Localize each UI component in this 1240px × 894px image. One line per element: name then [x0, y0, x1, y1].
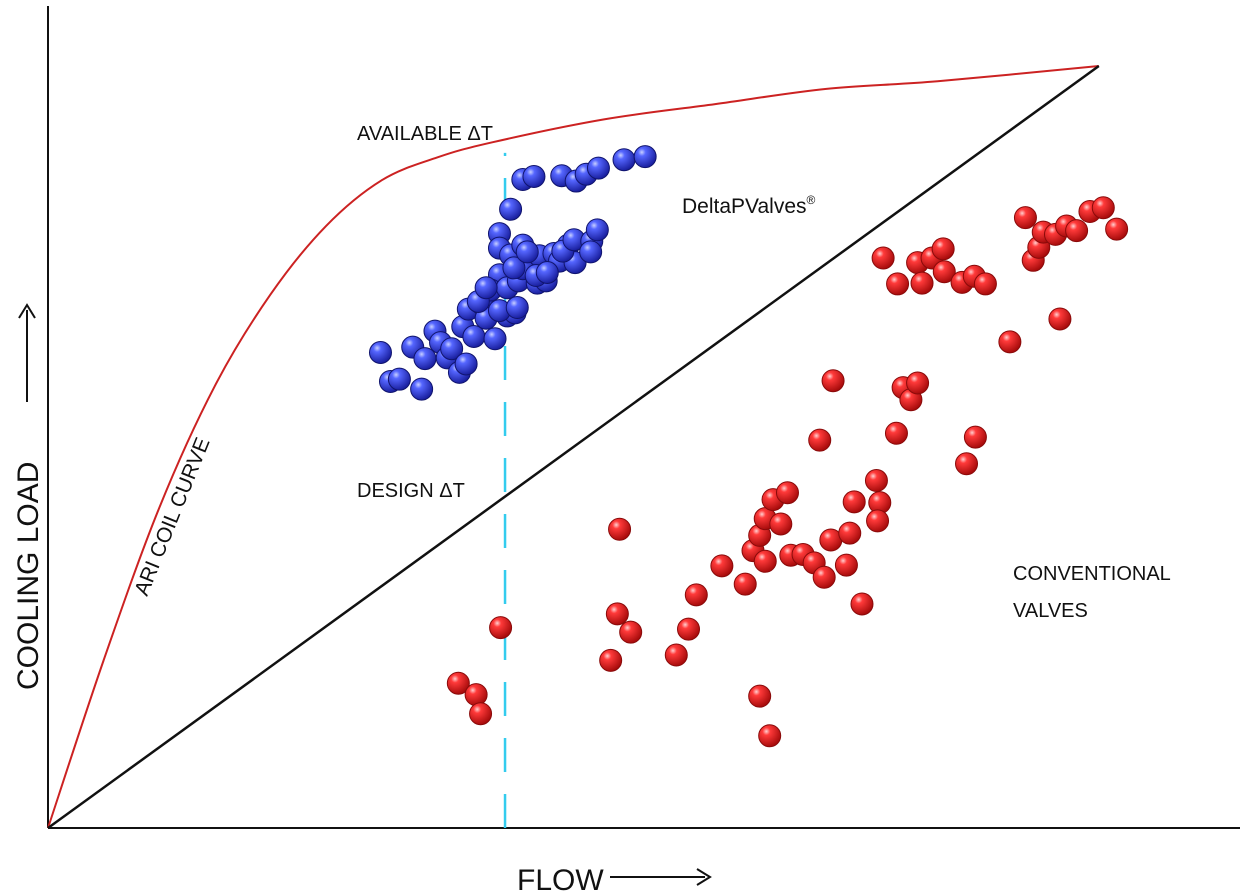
conventional-point	[1048, 307, 1072, 331]
deltap-point	[585, 218, 609, 242]
conventional-point	[838, 521, 862, 545]
delta-series-mark: ®	[807, 193, 816, 207]
conventional-point	[886, 272, 910, 296]
conventional-label-line2: VALVES	[1013, 600, 1088, 622]
y-axis-arrowhead	[18, 303, 36, 319]
conventional-point	[834, 553, 858, 577]
available-label: AVAILABLE ΔT	[357, 123, 493, 145]
conventional-point	[608, 517, 632, 541]
x-axis-title: FLOW	[517, 864, 604, 894]
conventional-label-line1: CONVENTIONAL	[1013, 563, 1171, 585]
conventional-point	[998, 330, 1022, 354]
deltap-point	[499, 197, 523, 221]
conventional-point	[866, 509, 890, 533]
conventional-point	[619, 620, 643, 644]
conventional-point	[884, 421, 908, 445]
delta-series-label: DeltaPValves®	[682, 193, 816, 218]
deltap-point	[579, 240, 603, 264]
conventional-point	[599, 648, 623, 672]
deltap-point	[454, 352, 478, 376]
deltap-point	[387, 367, 411, 391]
conventional-point	[710, 554, 734, 578]
conventional-point	[684, 583, 708, 607]
deltap-point	[505, 296, 529, 320]
design-label: DESIGN ΔT	[357, 480, 465, 502]
deltap-point	[535, 261, 559, 285]
deltap-point	[368, 341, 392, 365]
conventional-point	[1013, 206, 1037, 230]
deltap-point	[586, 156, 610, 180]
delta-series-brand: DeltaPValves	[682, 195, 807, 218]
conventional-point	[910, 271, 934, 295]
conventional-point	[758, 724, 782, 748]
conventional-point	[850, 592, 874, 616]
conventional-point	[931, 237, 955, 261]
conventional-point	[871, 246, 895, 270]
deltap-point	[474, 276, 498, 300]
conventional-point	[775, 481, 799, 505]
conventional-point	[664, 643, 688, 667]
conventional-point	[733, 572, 757, 596]
conventional-point	[821, 369, 845, 393]
conventional-point	[677, 617, 701, 641]
conventional-point	[489, 616, 513, 640]
deltap-point	[462, 325, 486, 349]
x-axis-arrowhead	[696, 868, 712, 886]
coil-curve	[47, 65, 1099, 829]
conventional-point	[973, 272, 997, 296]
data-points	[368, 145, 1129, 748]
conventional-point	[963, 425, 987, 449]
conventional-point	[932, 260, 956, 284]
design-line	[47, 64, 1100, 830]
y-axis-title: COOLING LOAD	[12, 462, 45, 690]
conventional-point	[446, 671, 470, 695]
conventional-point	[753, 549, 777, 573]
deltap-point	[522, 164, 546, 188]
conventional-point	[1065, 219, 1089, 243]
conventional-point	[1105, 217, 1129, 241]
coil-curve-label: ARI COIL CURVE	[130, 434, 214, 598]
deltap-point	[410, 377, 434, 401]
conventional-point	[464, 683, 488, 707]
conventional-point	[748, 684, 772, 708]
conventional-point	[1091, 196, 1115, 220]
conventional-point	[605, 602, 629, 626]
deltap-point	[633, 145, 657, 169]
conventional-point	[864, 469, 888, 493]
conventional-point	[842, 490, 866, 514]
conventional-point	[808, 428, 832, 452]
conventional-point	[955, 452, 979, 476]
deltap-point	[515, 240, 539, 264]
conventional-point	[469, 702, 493, 726]
deltap-point	[502, 256, 526, 280]
conventional-point	[769, 512, 793, 536]
deltap-point	[612, 148, 636, 172]
conventional-point	[906, 371, 930, 395]
deltap-point	[440, 337, 464, 361]
deltap-point	[483, 327, 507, 351]
conventional-point	[812, 565, 836, 589]
